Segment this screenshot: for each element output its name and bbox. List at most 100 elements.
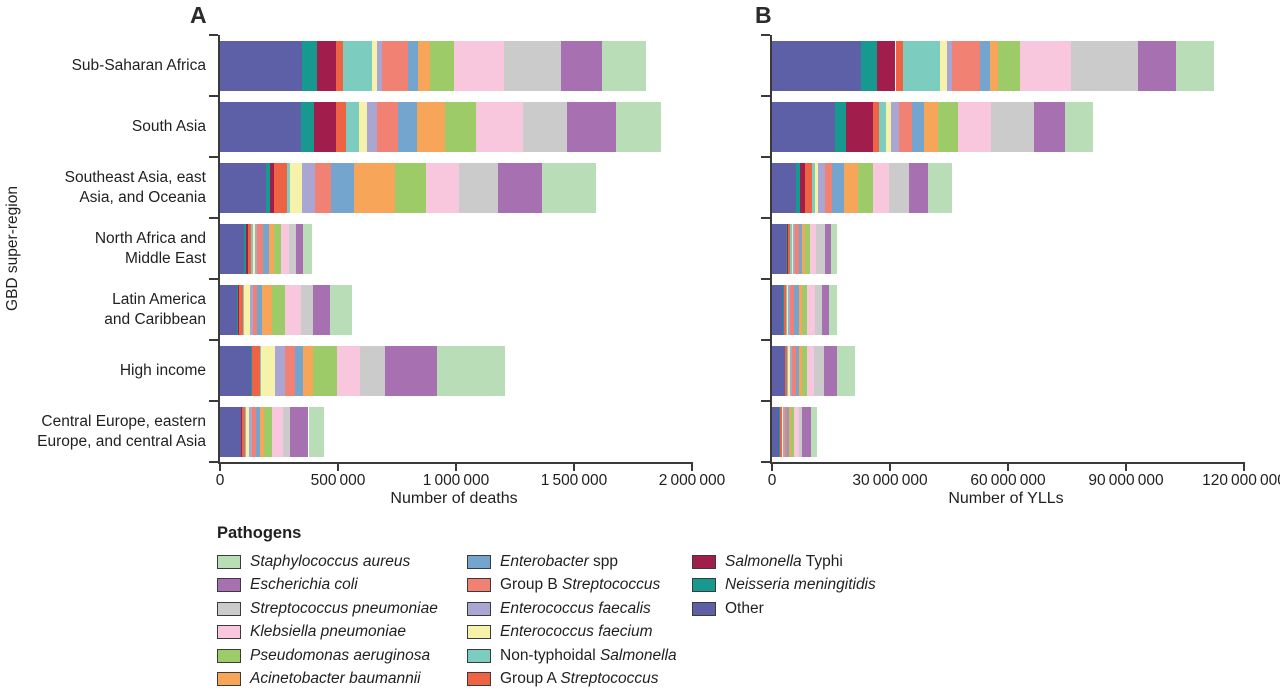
bar-segment — [788, 223, 791, 274]
bar-segment — [998, 40, 1021, 91]
bar-segment — [807, 284, 816, 335]
bar-segment — [1064, 101, 1093, 152]
legend-swatch — [217, 625, 241, 640]
bar-segment — [890, 101, 899, 152]
category-label: Central Europe, eastern Europe, and cent… — [37, 413, 206, 450]
legend-label: Enterococcus faecium — [500, 623, 653, 641]
legend-label: Klebsiella pneumoniae — [250, 623, 406, 641]
legend-swatch — [217, 648, 241, 663]
bar-segment — [810, 223, 817, 274]
legend-swatch — [217, 578, 241, 593]
bar-segment — [783, 406, 785, 457]
bar-segment — [878, 101, 886, 152]
x-tick-label: 1 000 000 — [422, 472, 490, 489]
legend-swatch — [467, 578, 491, 593]
panel-a-letter: A — [190, 2, 207, 28]
x-tick-label: 30 000 000 — [852, 472, 928, 489]
bar-segment — [252, 345, 261, 396]
bar-segment — [831, 162, 845, 213]
bar-segment — [260, 406, 265, 457]
legend-item: Group A Streptococcus — [467, 668, 677, 692]
legend-column: Salmonella Typhi Neisseria meningitidis Ot… — [692, 550, 876, 621]
bar-segment — [788, 284, 791, 335]
bar-segment — [616, 101, 662, 152]
bar — [772, 223, 1244, 274]
bar-segment — [296, 223, 304, 274]
bar-segment — [818, 162, 826, 213]
bar-segment — [317, 40, 336, 91]
bar-segment — [252, 406, 257, 457]
bar-segment — [243, 284, 245, 335]
bar-segment — [566, 101, 617, 152]
bar-segment — [790, 406, 795, 457]
bar-segment — [825, 162, 832, 213]
bar-segment — [285, 284, 301, 335]
legend-swatch — [217, 672, 241, 687]
bar-segment — [397, 101, 418, 152]
bar-segment — [253, 223, 256, 274]
bar-segment — [261, 284, 272, 335]
bar-segment — [250, 345, 252, 396]
bar-segment — [270, 162, 275, 213]
bar-segment — [877, 40, 896, 91]
legend-label: Enterobacter — [500, 552, 589, 570]
bar-segment — [799, 345, 803, 396]
bar-segment — [418, 40, 431, 91]
bar-segment — [244, 284, 251, 335]
bar-segment — [772, 284, 783, 335]
bar-segment — [302, 40, 318, 91]
bar-segment — [241, 406, 245, 457]
bar-segment — [844, 162, 859, 213]
bar-segment — [497, 162, 542, 213]
bar — [220, 101, 692, 152]
bar-segment — [1070, 40, 1138, 91]
legend-item: Enterobacter spp — [467, 550, 677, 574]
bar-segment — [1033, 101, 1065, 152]
y-tick — [209, 156, 218, 158]
x-tick — [455, 462, 457, 471]
bar-segment — [903, 40, 941, 91]
panel-b-axis-title: Number of YLLs — [948, 490, 1064, 507]
bar-segment — [273, 223, 281, 274]
x-tick-label: 60 000 000 — [970, 472, 1046, 489]
bar-segment — [245, 406, 250, 457]
legend-column: Enterobacter spp Group B Streptococcus Ent… — [467, 550, 677, 691]
legend-label: Enterococcus faecalis — [500, 599, 651, 617]
bar-segment — [772, 223, 786, 274]
bar-segment — [860, 40, 878, 91]
bar-segment — [836, 345, 855, 396]
legend-item: Streptococcus pneumoniae — [217, 597, 438, 621]
bar-segment — [313, 101, 337, 152]
bar-segment — [772, 40, 861, 91]
legend-label: spp — [588, 552, 619, 570]
bar-segment — [794, 406, 800, 457]
legend-swatch — [467, 625, 491, 640]
bar-segment — [336, 101, 347, 152]
bar-segment — [256, 406, 261, 457]
legend-swatch — [217, 554, 241, 569]
bar-segment — [794, 284, 799, 335]
legend-swatch — [467, 672, 491, 687]
bar-segment — [522, 101, 567, 152]
bar-segment — [794, 223, 800, 274]
bar-segment — [795, 162, 801, 213]
bar — [772, 162, 1244, 213]
bar — [220, 406, 692, 457]
y-tick — [761, 278, 770, 280]
legend-label: Pseudomonas aeruginosa — [250, 646, 431, 664]
bar-segment — [274, 162, 287, 213]
category-label: North Africa and Middle East — [94, 230, 206, 267]
bar-segment — [940, 40, 948, 91]
legend-label: Group B — [500, 576, 563, 594]
bar-segment — [541, 162, 597, 213]
y-tick — [761, 95, 770, 97]
bar-segment — [821, 284, 830, 335]
legend-item: Staphylococcus aureus — [217, 550, 438, 574]
panel-b-plot: 0 30 000 000 60 000 000 90 000 000 120 000 0… — [761, 34, 1280, 489]
bar-segment — [802, 406, 811, 457]
bar-segment — [947, 40, 953, 91]
y-tick — [761, 34, 770, 36]
x-tick-label: 500 000 — [310, 472, 366, 489]
bar-segment — [245, 223, 248, 274]
